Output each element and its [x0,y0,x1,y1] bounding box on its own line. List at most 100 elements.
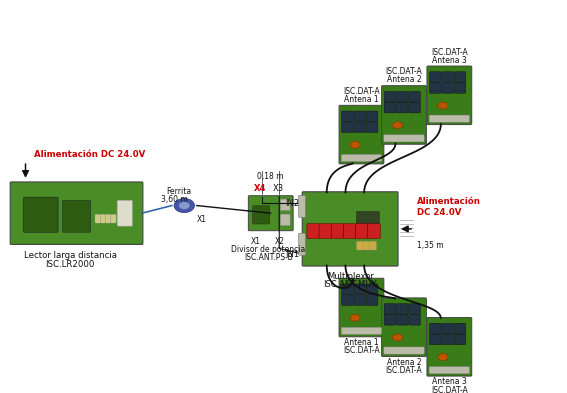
Text: Alimentación DC 24.0V: Alimentación DC 24.0V [34,150,145,159]
FancyBboxPatch shape [454,83,466,93]
Text: ISC.DAT-A: ISC.DAT-A [343,87,380,96]
FancyBboxPatch shape [384,91,396,102]
FancyBboxPatch shape [356,224,368,239]
FancyBboxPatch shape [339,105,384,164]
Text: ISC.DAT-A: ISC.DAT-A [386,67,422,76]
FancyBboxPatch shape [341,284,353,295]
FancyBboxPatch shape [396,314,408,325]
Text: IN2: IN2 [285,199,299,208]
FancyBboxPatch shape [354,284,366,295]
Text: ISC.DAT-A: ISC.DAT-A [343,346,380,355]
FancyBboxPatch shape [384,303,396,314]
FancyBboxPatch shape [367,224,380,239]
Text: ISC.ANT.PS-B: ISC.ANT.PS-B [244,253,293,262]
FancyBboxPatch shape [111,214,116,223]
Text: X1: X1 [196,215,206,224]
FancyBboxPatch shape [117,200,133,226]
FancyBboxPatch shape [354,122,366,132]
FancyBboxPatch shape [105,214,111,223]
Text: 1,35 m: 1,35 m [417,241,443,250]
FancyBboxPatch shape [382,298,426,356]
Text: Ferrita: Ferrita [166,187,191,196]
Circle shape [350,314,360,321]
FancyBboxPatch shape [357,211,379,233]
FancyBboxPatch shape [366,111,378,122]
FancyBboxPatch shape [442,72,454,83]
FancyBboxPatch shape [95,214,100,223]
FancyBboxPatch shape [339,278,384,337]
FancyBboxPatch shape [298,195,306,217]
Text: Antena 3: Antena 3 [432,56,467,65]
FancyBboxPatch shape [10,182,143,244]
FancyBboxPatch shape [430,83,441,93]
FancyBboxPatch shape [442,334,454,345]
Circle shape [438,354,448,361]
FancyBboxPatch shape [366,122,378,132]
FancyBboxPatch shape [341,122,353,132]
FancyBboxPatch shape [429,367,469,374]
Text: X1: X1 [251,237,261,246]
FancyBboxPatch shape [396,303,408,314]
Text: 3,60 m: 3,60 m [161,195,188,204]
Text: DC 24.0V: DC 24.0V [417,208,461,217]
Text: ISC.DAT-A: ISC.DAT-A [386,366,422,375]
Text: X3: X3 [273,184,284,193]
Text: ISC.DAT-A: ISC.DAT-A [431,386,468,393]
Text: ISC.ANT.MUX: ISC.ANT.MUX [323,280,377,289]
Text: Antena 2: Antena 2 [387,358,421,367]
Text: Lector larga distancia: Lector larga distancia [23,251,117,260]
FancyBboxPatch shape [341,154,382,162]
Text: 0,18 m: 0,18 m [257,172,284,181]
FancyBboxPatch shape [366,295,378,305]
FancyBboxPatch shape [396,102,408,113]
FancyBboxPatch shape [430,323,441,334]
FancyBboxPatch shape [430,334,441,345]
FancyBboxPatch shape [396,91,408,102]
FancyBboxPatch shape [409,102,420,113]
Text: Antena 1: Antena 1 [344,95,379,104]
Text: Antena 3: Antena 3 [432,377,467,386]
FancyBboxPatch shape [384,135,424,142]
Circle shape [392,334,403,341]
FancyBboxPatch shape [357,241,363,250]
FancyBboxPatch shape [302,192,398,266]
FancyBboxPatch shape [454,72,466,83]
FancyBboxPatch shape [341,295,353,305]
FancyBboxPatch shape [280,199,290,211]
Text: Antena 2: Antena 2 [387,75,421,84]
FancyBboxPatch shape [442,83,454,93]
Text: Divisor de potencia: Divisor de potencia [231,245,306,254]
FancyBboxPatch shape [409,303,420,314]
Circle shape [438,102,448,109]
FancyBboxPatch shape [384,102,396,113]
Text: Antena 1: Antena 1 [344,338,379,347]
FancyBboxPatch shape [384,314,396,325]
FancyBboxPatch shape [319,224,332,239]
FancyBboxPatch shape [427,318,472,376]
FancyBboxPatch shape [370,241,376,250]
FancyBboxPatch shape [384,347,424,354]
Circle shape [179,202,190,209]
FancyBboxPatch shape [23,197,58,232]
FancyBboxPatch shape [298,233,306,255]
FancyBboxPatch shape [430,72,441,83]
FancyBboxPatch shape [62,200,91,232]
FancyBboxPatch shape [454,323,466,334]
Text: X2: X2 [275,237,285,246]
Circle shape [174,198,194,213]
Circle shape [392,122,403,129]
FancyBboxPatch shape [454,334,466,345]
FancyBboxPatch shape [344,224,356,239]
FancyBboxPatch shape [341,327,382,334]
Text: Alimentación: Alimentación [417,197,481,206]
Text: X4: X4 [254,184,266,193]
FancyBboxPatch shape [382,86,426,144]
FancyBboxPatch shape [409,314,420,325]
FancyBboxPatch shape [331,224,344,239]
FancyBboxPatch shape [252,206,270,224]
FancyBboxPatch shape [100,214,105,223]
FancyBboxPatch shape [442,323,454,334]
FancyBboxPatch shape [354,295,366,305]
FancyBboxPatch shape [341,111,353,122]
FancyBboxPatch shape [429,115,469,122]
